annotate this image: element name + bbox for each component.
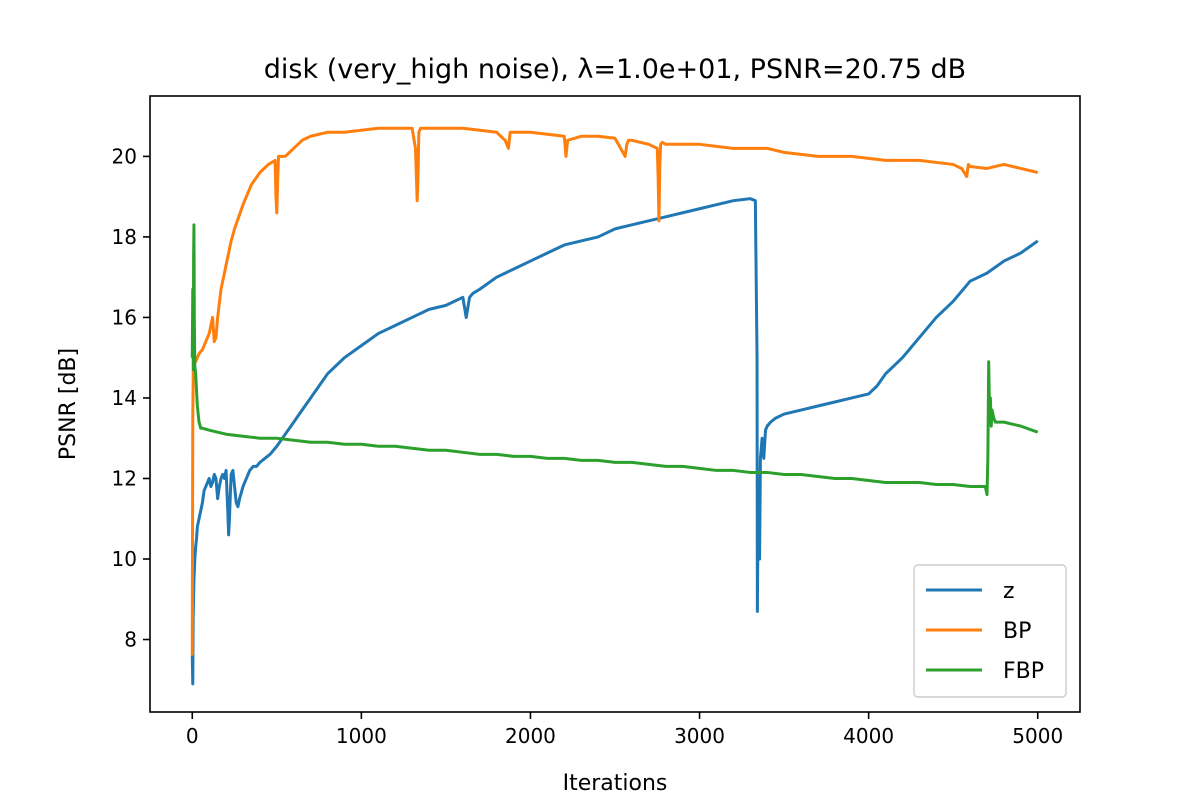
chart-title: disk (very_high noise), λ=1.0e+01, PSNR=… [264, 54, 966, 85]
y-tick-label: 8 [124, 628, 137, 652]
series-line-bp [190, 126, 1039, 656]
y-tick-label: 14 [112, 386, 137, 410]
y-tick-label: 10 [112, 547, 137, 571]
y-tick-label: 18 [112, 225, 137, 249]
y-tick-label: 12 [112, 466, 137, 490]
x-tick-label: 3000 [674, 724, 725, 748]
y-axis-ticks: 8 10 12 14 16 18 20 [112, 144, 150, 652]
plot-frame [149, 95, 1081, 713]
x-tick-label: 4000 [843, 724, 894, 748]
x-axis-label: Iterations [563, 771, 668, 796]
chart-legend: z BP FBP [913, 564, 1067, 698]
x-tick-label: 2000 [505, 724, 556, 748]
y-tick-label: 16 [112, 305, 137, 329]
series-line-z [190, 197, 1039, 686]
y-tick-label: 20 [112, 144, 137, 168]
legend-frame [913, 564, 1067, 698]
series-line-fbp [190, 223, 1039, 497]
legend-label-fbp: FBP [1003, 659, 1044, 684]
x-tick-label: 1000 [336, 724, 387, 748]
x-tick-label: 5000 [1012, 724, 1063, 748]
series-layer [190, 126, 1039, 686]
y-axis-label: PSNR [dB] [56, 348, 81, 460]
legend-label-bp: BP [1003, 619, 1031, 644]
x-axis-ticks: 0 1000 2000 3000 4000 5000 [186, 712, 1063, 748]
x-tick-label: 0 [186, 724, 199, 748]
legend-label-z: z [1003, 579, 1015, 604]
